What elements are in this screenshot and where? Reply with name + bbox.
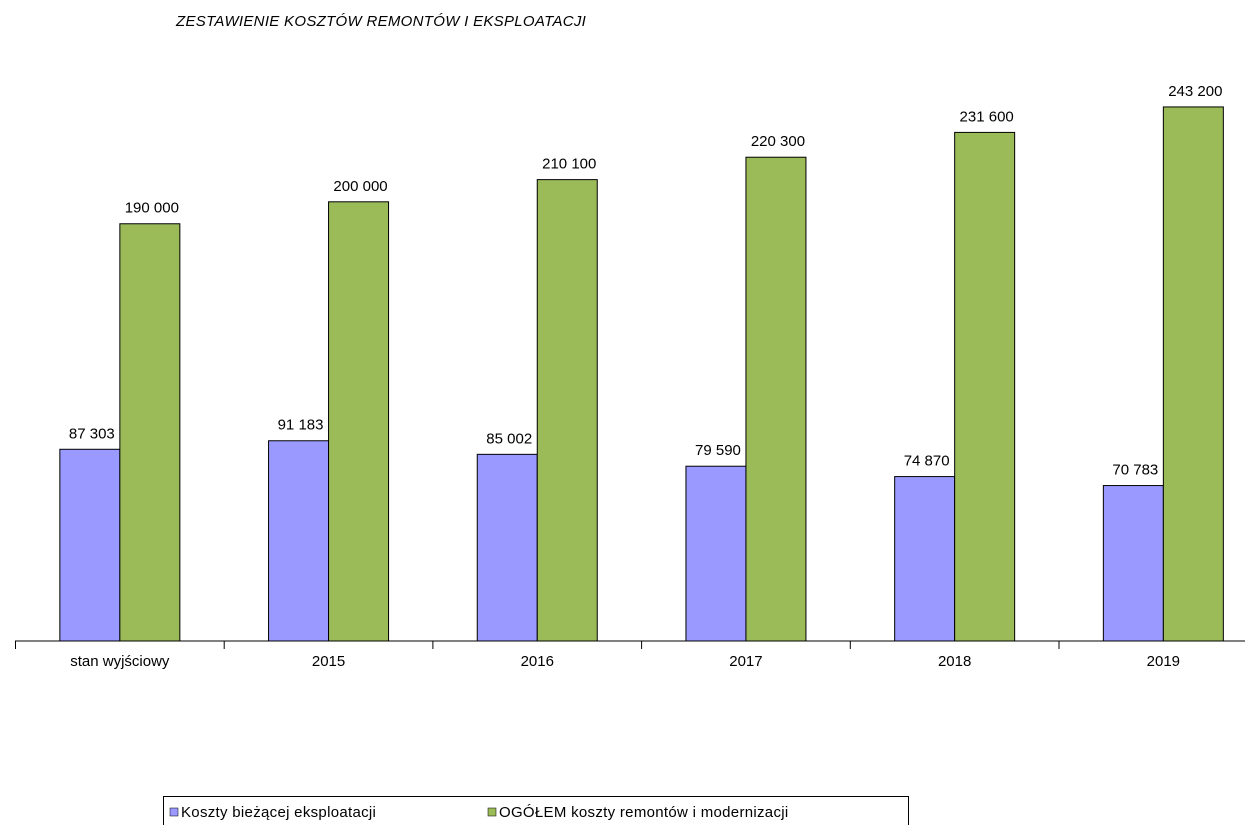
value-label: 231 600 xyxy=(960,108,1014,125)
bar xyxy=(685,465,747,642)
value-label: 74 870 xyxy=(904,453,950,470)
legend-swatch xyxy=(487,807,497,817)
x-tick-label: 2016 xyxy=(521,653,554,670)
bar xyxy=(894,476,956,642)
value-label: 79 590 xyxy=(695,442,741,459)
value-label: 210 100 xyxy=(542,156,596,173)
bar xyxy=(1102,485,1164,642)
value-label: 70 783 xyxy=(1112,462,1158,479)
bar xyxy=(536,179,598,642)
x-tick-label: 2019 xyxy=(1147,653,1180,670)
value-label: 91 183 xyxy=(278,417,324,434)
value-label: 87 303 xyxy=(69,425,115,442)
value-label: 190 000 xyxy=(125,200,179,217)
bar xyxy=(268,440,330,642)
x-tick-label: 2018 xyxy=(938,653,971,670)
bar xyxy=(328,201,390,642)
bar xyxy=(59,448,121,642)
value-label: 243 200 xyxy=(1168,83,1222,100)
value-label: 220 300 xyxy=(751,133,805,150)
bar xyxy=(476,453,538,642)
bar xyxy=(1162,106,1224,642)
legend-swatch xyxy=(169,807,179,817)
bar xyxy=(745,156,807,642)
legend-label: Koszty bieżącej eksploatacji xyxy=(181,804,376,821)
chart-title: ZESTAWIENIE KOSZTÓW REMONTÓW I EKSPLOATA… xyxy=(175,13,586,30)
x-tick-label: 2017 xyxy=(729,653,762,670)
value-label: 200 000 xyxy=(333,178,387,195)
bar xyxy=(119,223,181,642)
x-tick-label: 2015 xyxy=(312,653,345,670)
x-tick-label: stan wyjściowy xyxy=(70,653,170,670)
legend-box xyxy=(163,796,909,825)
legend-label: OGÓŁEM koszty remontów i modernizacji xyxy=(499,804,789,821)
bar xyxy=(954,131,1016,642)
value-label: 85 002 xyxy=(486,430,532,447)
